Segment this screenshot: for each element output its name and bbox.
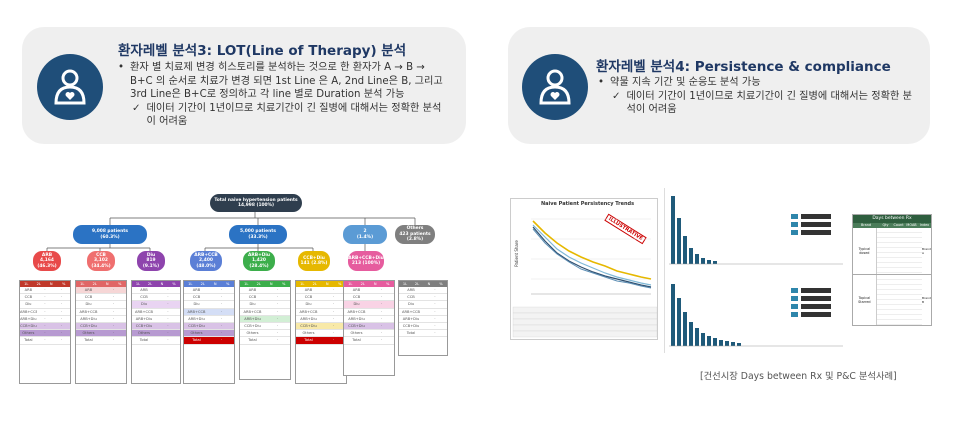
tree-node-level1: 5,000 patients (33.3%) bbox=[229, 225, 287, 244]
lot-tree-diagram: Total naive hypertension patients 14,998… bbox=[15, 188, 455, 398]
persistence-card-title: 환자레벨 분석4: Persistence & compliance bbox=[596, 59, 891, 75]
tree-node-ccb-diu: CCB+Diu 141 (2.8%) bbox=[298, 251, 330, 271]
node-value: (60.3%) bbox=[100, 234, 120, 240]
node-label: CCB bbox=[96, 252, 106, 258]
tree-node-arb-ccb: ARB+CCB 2,400 (48.0%) bbox=[190, 251, 222, 271]
days-table-title: Days between Rx bbox=[853, 215, 931, 223]
lot-table-arb-diu: 1L 2L N% ARB · CCB · Diu · ARB+CCB · ARB+Diu · … bbox=[239, 280, 291, 380]
node-label: ARB+Diu bbox=[247, 252, 271, 258]
lot-card-check: 데이터 기간이 1년이므로 치료기간이 긴 질병에 대해서는 정확한 분석이 어… bbox=[146, 102, 442, 128]
persistence-chart-title: Naive Patient Persistency Trends bbox=[541, 201, 635, 207]
node-label: ARB bbox=[41, 252, 53, 258]
tree-connectors bbox=[46, 210, 416, 251]
tree-node-arb: ARB 4,164 (46.3%) bbox=[33, 251, 61, 271]
days-table-group: Topical Starred Brand B bbox=[853, 275, 931, 325]
node-value: 213 (100%) bbox=[351, 261, 381, 266]
days-histogram-panel bbox=[664, 188, 844, 353]
lot-card-title: 환자레벨 분석3: LOT(Line of Therapy) 분석 bbox=[118, 43, 407, 59]
patient-heart-icon bbox=[37, 54, 103, 120]
patient-heart-icon bbox=[522, 54, 588, 120]
node-value: 2,400 (48.0%) bbox=[196, 258, 216, 269]
lot-table-arb: 1L 2L N% ARB · · CCB · · Diu · · ARB+CCB · · ARB+D… bbox=[19, 280, 71, 384]
node-value: 819 (9.1%) bbox=[142, 258, 160, 269]
days-between-rx-table: Days between Rx Brand Qty Count MOAB Ind… bbox=[852, 214, 932, 326]
persistence-lines bbox=[512, 218, 658, 338]
tree-node-level1: 9,008 patients (60.3%) bbox=[73, 225, 147, 244]
node-value: 423 patients (2.8%) bbox=[399, 231, 431, 243]
node-value: 4,164 (46.3%) bbox=[37, 258, 57, 269]
node-value: (1.4%) bbox=[356, 234, 374, 240]
tree-node-diu: Diu 819 (9.1%) bbox=[137, 251, 165, 271]
persistence-card-check: 데이터 기간이 1년이므로 치료기간이 긴 질병에 대해서는 정확한 분석이 어… bbox=[626, 90, 912, 116]
lot-table-ccb: 1L 2L N% ARB · CCB · Diu · ARB+CCB · ARB+Diu · … bbox=[75, 280, 127, 384]
lot-table-arb-ccb-diu: 1L 2L N% ARB · CCB · Diu · ARB+CCB · ARB+Diu · … bbox=[343, 280, 395, 376]
persistence-chart-panel: Naive Patient Persistency Trends Patient… bbox=[510, 198, 658, 340]
tree-node-others: Others 423 patients (2.8%) bbox=[395, 225, 435, 244]
tree-root-label: Total naive hypertension patients bbox=[214, 197, 298, 203]
node-label: CCB+Diu bbox=[303, 255, 325, 261]
psoriasis-caption: [건선시장 Days between Rx 및 P&C 분석사례] bbox=[700, 371, 897, 382]
node-label: ARB+CCB+Diu bbox=[348, 255, 384, 261]
lot-table-diu: 1L 2L N% ARB · CCB · Diu · ARB+CCB · ARB+Diu · … bbox=[131, 280, 181, 384]
tree-root-node: Total naive hypertension patients 14,998… bbox=[210, 194, 302, 212]
lot-table-others: 1L 2L N% ARB · CCB · Diu · ARB+CCB · ARB+Diu · … bbox=[398, 280, 448, 356]
persistence-card-body: • 약물 지속 기간 및 순응도 분석 가능 ✓ 데이터 기간이 1년이므로 치료기… bbox=[598, 76, 918, 117]
tree-node-level1: 2 (1.4%) bbox=[343, 225, 387, 244]
node-value: (33.3%) bbox=[248, 234, 268, 240]
node-label: Diu bbox=[146, 252, 156, 258]
node-value: 3,102 (34.4%) bbox=[91, 258, 111, 269]
tree-node-ccb: CCB 3,102 (34.4%) bbox=[87, 251, 115, 271]
node-value: 141 (2.8%) bbox=[300, 261, 328, 266]
node-label: ARB+CCB bbox=[194, 252, 218, 258]
lot-analysis-card: 환자레벨 분석3: LOT(Line of Therapy) 분석 • 환자 별 … bbox=[22, 27, 466, 144]
lot-card-body: • 환자 별 치료제 변경 히스토리를 분석하는 것으로 한 환자가 A → B … bbox=[118, 61, 450, 129]
node-label: 2 bbox=[363, 229, 367, 235]
tree-node-arb-diu: ARB+Diu 1,420 (28.4%) bbox=[243, 251, 275, 271]
node-value: 1,420 (28.4%) bbox=[249, 258, 269, 269]
node-label: 9,008 patients bbox=[92, 229, 128, 235]
days-table-head: Brand Qty Count MOAB Index bbox=[853, 223, 931, 228]
days-table-group: Typical dosed Brand A bbox=[853, 228, 931, 275]
tree-node-arb-ccb-diu: ARB+CCB+Diu 213 (100%) bbox=[348, 251, 384, 271]
node-label: 5,000 patients bbox=[240, 229, 276, 235]
persistence-card: 환자레벨 분석4: Persistence & compliance • 약물 지… bbox=[508, 27, 930, 144]
days-histogram bbox=[669, 196, 843, 347]
lot-table-arb-ccb: 1L 2L N% ARB · CCB · Diu · ARB+CCB · ARB+Diu · … bbox=[183, 280, 235, 384]
node-label: Others bbox=[406, 226, 424, 232]
tree-root-value: 14,998 (100%) bbox=[237, 203, 275, 208]
persistence-card-bullet: 약물 지속 기간 및 순응도 분석 가능 bbox=[610, 77, 761, 88]
lot-card-bullet: 환자 별 치료제 변경 히스토리를 분석하는 것으로 한 환자가 A → B →… bbox=[130, 62, 443, 100]
lot-table-ccb-diu: 1L 2L N% ARB · CCB · Diu · ARB+CCB · ARB+Diu · … bbox=[295, 280, 347, 384]
